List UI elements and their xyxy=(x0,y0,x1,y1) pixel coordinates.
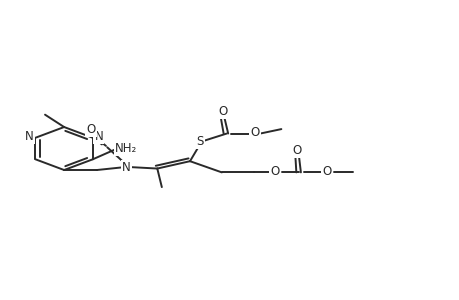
Text: S: S xyxy=(196,135,203,148)
Text: N: N xyxy=(94,130,103,143)
Text: O: O xyxy=(270,165,279,178)
Text: N: N xyxy=(25,130,34,143)
Text: O: O xyxy=(86,124,95,136)
Text: O: O xyxy=(321,165,330,178)
Text: O: O xyxy=(218,105,227,118)
Text: N: N xyxy=(122,160,130,174)
Text: O: O xyxy=(292,144,301,157)
Text: O: O xyxy=(250,126,259,140)
Text: NH₂: NH₂ xyxy=(115,142,137,155)
